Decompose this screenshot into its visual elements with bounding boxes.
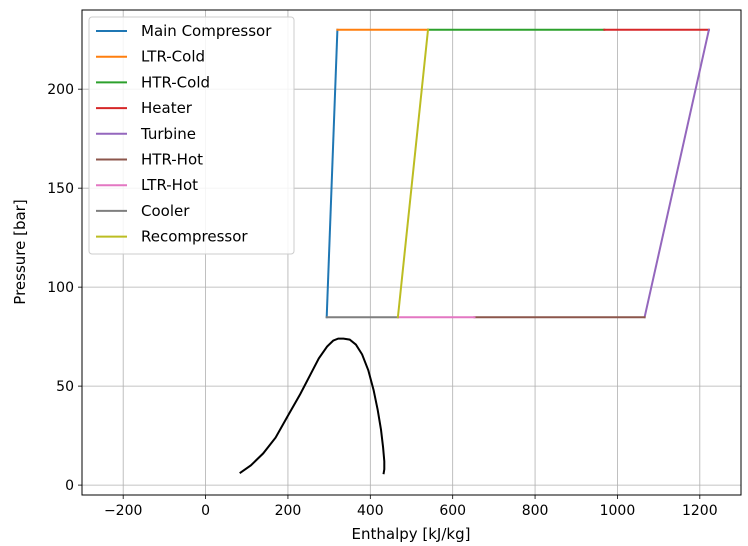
- legend-entry: Heater: [141, 99, 193, 117]
- x-tick-label: 600: [439, 503, 466, 519]
- y-tick-label: 200: [47, 82, 74, 98]
- legend-entry: Turbine: [140, 125, 196, 143]
- x-tick-label: 1200: [682, 503, 718, 519]
- legend-entry: Recompressor: [141, 228, 248, 246]
- legend-frame: [88, 16, 295, 255]
- ticks: −200 0 200 400 600 800 1000 1200 0 50 100 150 200: [47, 82, 717, 519]
- y-tick-label: 0: [65, 478, 74, 494]
- x-tick-label: −200: [104, 503, 142, 519]
- y-tick-label: 100: [47, 280, 74, 296]
- series-line-4: [643, 28, 711, 319]
- legend-entry: LTR-Hot: [141, 176, 198, 194]
- legend-entry: Cooler: [141, 202, 190, 220]
- legend-entry: Main Compressor: [141, 22, 272, 40]
- saturation-dome-line: [239, 337, 386, 475]
- plot-frame: [81, 9, 742, 496]
- x-tick-label: 200: [275, 503, 302, 519]
- x-tick-label: 0: [201, 503, 210, 519]
- series-line-0: [325, 28, 339, 319]
- x-tick-label: 1000: [600, 503, 636, 519]
- x-tick-label: 400: [357, 503, 384, 519]
- y-tick-label: 150: [47, 181, 74, 197]
- series-line-8: [396, 28, 430, 319]
- y-tick-label: 50: [56, 379, 74, 395]
- legend-entry: LTR-Cold: [141, 48, 205, 66]
- series-group: [239, 28, 711, 475]
- legend: Main Compressor LTR-Cold HTR-Cold Heater Tur…: [88, 16, 295, 255]
- legend-entry: HTR-Hot: [141, 151, 203, 169]
- legend-entry: HTR-Cold: [141, 73, 210, 91]
- x-axis-label: Enthalpy [kJ/kg]: [352, 525, 471, 543]
- y-axis-label: Pressure [bar]: [11, 199, 29, 304]
- x-tick-label: 800: [522, 503, 549, 519]
